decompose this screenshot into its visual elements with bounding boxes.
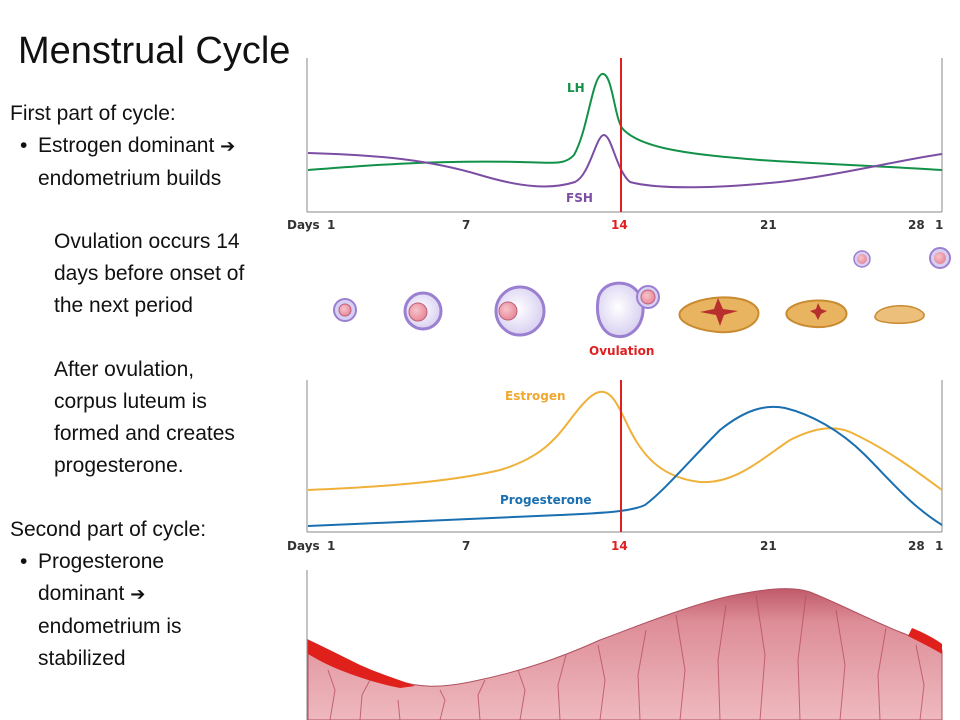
oocyte-icon [929, 247, 951, 269]
menstrual-bleeding-left [308, 640, 415, 688]
series-estrogen-label: Estrogen [505, 389, 566, 403]
right-arrow-icon: ➔ [130, 584, 146, 605]
ovarian-stages: Ovulation [333, 247, 951, 358]
x-tick-label: 21 [760, 218, 777, 232]
ovulation-paragraph: Ovulation occurs 14 days before onset of… [54, 226, 244, 322]
luteum-line: corpus luteum is [54, 390, 207, 413]
x-tick-label-marker: 14 [611, 218, 628, 232]
series-fsh-label: FSH [566, 191, 593, 205]
endometrium-panel [306, 570, 943, 720]
series-fsh-line [307, 133, 943, 189]
x-tick-label: 7 [462, 539, 470, 553]
corpus-luteum-icon [678, 296, 760, 334]
corpus-albicans-icon [874, 305, 925, 324]
menstrual-bleeding-right [908, 628, 942, 654]
right-arrow-icon: ➔ [220, 136, 236, 157]
series-lh-label: LH [567, 81, 585, 95]
mature-follicle-icon [595, 281, 660, 339]
luteum-line: progesterone. [54, 454, 184, 477]
x-axis-title: Days [287, 218, 320, 232]
x-tick-label: 1 [327, 539, 335, 553]
second-bullet-line: stabilized [38, 647, 126, 670]
gonadotropin-chart: LH FSH Days 1 7 14 21 28 1 [287, 58, 943, 232]
series-estrogen-line [307, 390, 943, 491]
ovulation-line: days before onset of [54, 262, 245, 285]
x-tick-label: 21 [760, 539, 777, 553]
second-bullet-line: endometrium is [38, 615, 182, 638]
x-axis-title: Days [287, 539, 320, 553]
x-tick-label: 28 [908, 218, 925, 232]
slide-title: Menstrual Cycle [18, 30, 291, 72]
bullet-glyph: • [20, 134, 28, 157]
ovulation-line: Ovulation occurs 14 [54, 230, 240, 253]
endometrium-builds-text: endometrium builds [38, 167, 222, 190]
oocyte-icon [853, 250, 871, 268]
series-lh-line [307, 73, 943, 171]
luteum-line: After ovulation, [54, 358, 195, 381]
x-tick-label-marker: 14 [611, 539, 628, 553]
ovulation-label: Ovulation [589, 344, 654, 358]
ovarian-hormone-chart: Estrogen Progesterone Days 1 7 14 21 28 … [287, 380, 943, 553]
x-tick-label: 1 [327, 218, 335, 232]
primordial-follicle-icon [333, 298, 357, 322]
second-bullet-line: Progesterone [38, 550, 165, 573]
second-bullet-line-text: dominant [38, 582, 125, 605]
x-tick-label: 7 [462, 218, 470, 232]
secondary-follicle-icon [494, 285, 546, 337]
endometrium-lining [307, 588, 943, 720]
luteum-line: formed and creates [54, 422, 235, 445]
series-progesterone-label: Progesterone [500, 493, 592, 507]
x-tick-label: 1 [935, 539, 943, 553]
x-tick-label: 28 [908, 539, 925, 553]
series-progesterone-line [307, 405, 943, 527]
second-part-bullet-text: Progesterone dominant ➔ endometrium is s… [38, 546, 278, 675]
corpus-luteum-paragraph: After ovulation, corpus luteum is formed… [54, 354, 235, 482]
first-part-bullet-text: Estrogen dominant ➔ endometrium builds [38, 130, 278, 195]
estrogen-dominant-text: Estrogen dominant [38, 134, 215, 157]
x-tick-label: 1 [935, 218, 943, 232]
first-part-heading: First part of cycle: [10, 102, 176, 125]
second-part-heading: Second part of cycle: [10, 518, 207, 541]
corpus-luteum-regressing-icon [785, 299, 848, 329]
second-bullet-line: dominant ➔ [38, 578, 278, 611]
bullet-glyph: • [20, 550, 28, 573]
primary-follicle-icon [403, 291, 443, 331]
endometrium-vessels [327, 594, 925, 720]
ovulation-line: the next period [54, 294, 193, 317]
